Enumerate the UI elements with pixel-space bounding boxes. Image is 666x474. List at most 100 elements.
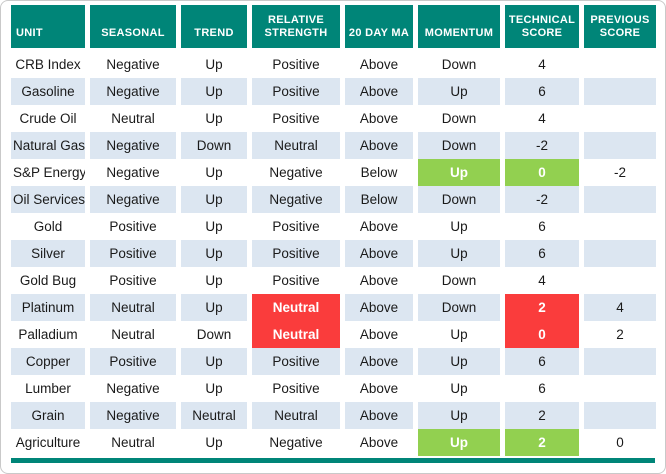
cell-momentum: Up (418, 240, 500, 267)
technical-score-table: UNIT SEASONAL TREND RELATIVE STRENGTH 20… (6, 5, 661, 456)
cell-previous-score (584, 267, 656, 294)
cell-unit: Lumber (25, 381, 71, 396)
cell-momentum: Up (418, 78, 500, 105)
cell-trend: Neutral (181, 402, 247, 429)
cell-seasonal: Negative (90, 186, 176, 213)
cell-technical-score: 0 (505, 321, 579, 348)
cell-technical-score: 6 (538, 219, 546, 234)
col-header-relative-strength: RELATIVE STRENGTH (252, 5, 340, 51)
cell-relative-strength: Neutral (252, 321, 340, 348)
cell-relative-strength: Positive (272, 273, 320, 288)
cell-unit: Palladium (18, 327, 78, 342)
cell-20-day-ma: Above (359, 219, 399, 234)
table-row: Grain Negative Neutral Neutral Above Up … (11, 402, 656, 429)
col-header-momentum: MOMENTUM (418, 5, 500, 51)
cell-20-day-ma: Above (359, 327, 399, 342)
cell-previous-score (584, 105, 656, 132)
cell-20-day-ma: Above (345, 78, 413, 105)
cell-relative-strength: Negative (269, 435, 323, 450)
cell-trend: Up (205, 381, 223, 396)
table-row: Agriculture Neutral Up Negative Above Up… (11, 429, 656, 456)
cutoff-next-row-strip (11, 458, 655, 463)
cell-20-day-ma: Above (359, 435, 399, 450)
cell-relative-strength: Neutral (252, 294, 340, 321)
table-row: Copper Positive Up Positive Above Up 6 (11, 348, 656, 375)
cell-trend: Up (181, 186, 247, 213)
cell-seasonal: Neutral (90, 294, 176, 321)
cell-technical-score: 4 (538, 57, 546, 72)
cell-momentum: Down (418, 294, 500, 321)
cell-technical-score: 6 (538, 381, 546, 396)
cell-previous-score (584, 402, 656, 429)
cell-previous-score (584, 213, 656, 240)
cell-seasonal: Negative (106, 381, 160, 396)
cell-relative-strength: Positive (252, 78, 340, 105)
cell-previous-score (584, 375, 656, 402)
cell-trend: Up (205, 57, 223, 72)
cell-seasonal: Positive (90, 348, 176, 375)
cell-momentum: Down (441, 57, 477, 72)
cell-seasonal: Negative (90, 78, 176, 105)
cell-unit: Gold (33, 219, 63, 234)
cell-momentum: Up (418, 429, 500, 456)
cell-trend: Up (181, 78, 247, 105)
cell-relative-strength: Positive (272, 219, 320, 234)
cell-technical-score: -2 (505, 132, 579, 159)
cell-relative-strength: Negative (269, 165, 323, 180)
cell-seasonal: Negative (106, 165, 160, 180)
cell-relative-strength: Positive (272, 111, 320, 126)
cell-previous-score: 0 (616, 435, 624, 450)
cell-previous-score: 4 (584, 294, 656, 321)
cell-trend: Up (205, 111, 223, 126)
cell-20-day-ma: Above (359, 57, 399, 72)
cell-seasonal: Negative (90, 402, 176, 429)
cell-seasonal: Positive (90, 240, 176, 267)
col-header-previous-score: PREVIOUS SCORE (584, 5, 656, 51)
table-row: Palladium Neutral Down Neutral Above Up … (11, 321, 656, 348)
col-header-seasonal: SEASONAL (90, 5, 176, 51)
cell-unit: Platinum (11, 294, 85, 321)
table-row: Silver Positive Up Positive Above Up 6 (11, 240, 656, 267)
cell-unit: Crude Oil (19, 111, 77, 126)
cell-unit: Grain (11, 402, 85, 429)
cell-momentum: Down (418, 132, 500, 159)
table-header: UNIT SEASONAL TREND RELATIVE STRENGTH 20… (11, 5, 656, 51)
cell-20-day-ma: Below (345, 186, 413, 213)
cell-previous-score (584, 348, 656, 375)
table-row: Gold Positive Up Positive Above Up 6 (11, 213, 656, 240)
cell-previous-score (584, 132, 656, 159)
cell-trend: Up (205, 435, 223, 450)
cell-20-day-ma: Above (359, 273, 399, 288)
cell-relative-strength: Positive (272, 381, 320, 396)
cell-unit: Agriculture (15, 435, 81, 450)
cell-unit: Silver (11, 240, 85, 267)
table-row: S&P Energy Negative Up Negative Below Up… (11, 159, 656, 186)
cell-unit: S&P Energy (13, 165, 85, 180)
table-row: Oil Services Negative Up Negative Below … (11, 186, 656, 213)
cell-unit: CRB Index (15, 57, 81, 72)
cell-technical-score: 4 (538, 273, 546, 288)
table-row: Platinum Neutral Up Neutral Above Down 2… (11, 294, 656, 321)
table-body: CRB Index Negative Up Positive Above Dow… (11, 51, 656, 456)
cell-trend: Up (205, 219, 223, 234)
cell-technical-score: 2 (505, 402, 579, 429)
cell-relative-strength: Positive (252, 240, 340, 267)
cell-unit: Oil Services (11, 186, 85, 213)
table-row: Lumber Negative Up Positive Above Up 6 (11, 375, 656, 402)
cell-20-day-ma: Above (359, 381, 399, 396)
col-header-20-day-ma: 20 DAY MA (345, 5, 413, 51)
cell-momentum: Down (418, 186, 500, 213)
table-row: Gasoline Negative Up Positive Above Up 6 (11, 78, 656, 105)
cell-seasonal: Positive (109, 219, 157, 234)
cell-relative-strength: Neutral (252, 132, 340, 159)
cell-momentum: Down (441, 273, 477, 288)
cell-trend: Up (181, 294, 247, 321)
cell-trend: Up (205, 165, 223, 180)
cell-previous-score: 2 (616, 327, 624, 342)
cell-unit: Gasoline (11, 78, 85, 105)
col-header-technical-score: TECHNICAL SCORE (505, 5, 579, 51)
cell-momentum: Up (450, 381, 468, 396)
table-row: Gold Bug Positive Up Positive Above Down… (11, 267, 656, 294)
col-header-unit: UNIT (11, 5, 85, 51)
